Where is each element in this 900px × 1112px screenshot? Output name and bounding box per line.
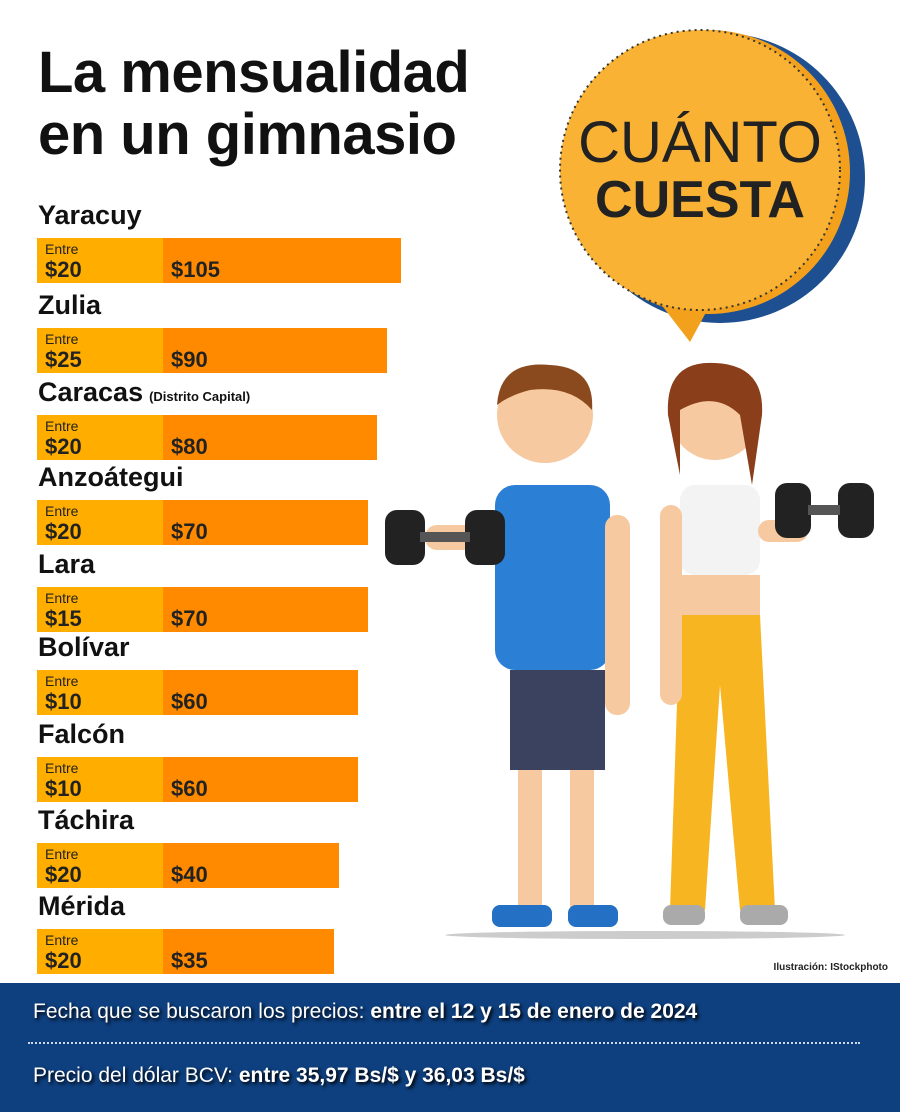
max-price: $80 [171, 434, 208, 459]
min-segment [37, 929, 163, 974]
max-price: $35 [171, 948, 208, 973]
region-name: Anzoátegui [38, 462, 184, 492]
min-price: $10 [45, 689, 82, 714]
region-name: Bolívar [38, 632, 130, 662]
region-name: Mérida [38, 891, 126, 921]
min-price: $25 [45, 347, 82, 372]
rate-label: Precio del dólar BCV: [33, 1064, 233, 1087]
price-bar: Entre $20 $105 [37, 238, 402, 283]
date-line: Fecha que se buscaron los precios: entre… [33, 1000, 697, 1024]
max-price: $70 [171, 606, 208, 631]
price-bar: Entre $10 $60 [37, 757, 358, 802]
range-prefix: Entre [45, 760, 79, 776]
rate-line: Precio del dólar BCV: entre 35,97 Bs/$ y… [33, 1064, 525, 1088]
badge-line-2: CUESTA [595, 171, 805, 229]
region-name: Falcón [38, 719, 126, 749]
min-price: $20 [45, 862, 82, 887]
rate-value: entre 35,97 Bs/$ y 36,03 Bs/$ [238, 1064, 525, 1087]
region-name: Yaracuy [38, 200, 142, 230]
region-label: Bolívar [38, 632, 130, 663]
min-price: $20 [45, 948, 82, 973]
region-name: Táchira [38, 805, 135, 835]
min-segment [37, 238, 163, 283]
range-prefix: Entre [45, 590, 79, 606]
range-prefix: Entre [45, 503, 79, 519]
gym-people-illustration [385, 362, 874, 939]
region-label: Lara [38, 549, 95, 580]
region-label: Caracas (Distrito Capital) [38, 377, 250, 408]
range-prefix: Entre [45, 673, 79, 689]
range-prefix: Entre [45, 241, 79, 257]
badge-line-1: CUÁNTO [578, 110, 822, 175]
range-prefix: Entre [45, 932, 79, 948]
min-segment [37, 757, 163, 802]
min-segment [37, 500, 163, 545]
region-name: Caracas [38, 377, 144, 407]
range-prefix: Entre [45, 331, 79, 347]
price-bar: Entre $20 $80 [37, 415, 378, 460]
min-price: $10 [45, 776, 82, 801]
price-bar: Entre $10 $60 [37, 670, 358, 715]
min-segment [37, 415, 163, 460]
region-note: (Distrito Capital) [149, 389, 251, 404]
price-bar: Entre $20 $35 [37, 929, 334, 974]
max-price: $40 [171, 862, 208, 887]
max-price: $90 [171, 347, 208, 372]
page-title: La mensualidad en un gimnasio [38, 40, 470, 167]
price-bar: Entre $20 $40 [37, 843, 339, 888]
price-bar: Entre $25 $90 [37, 328, 387, 373]
price-bar: Entre $20 $70 [37, 500, 368, 545]
max-price: $60 [171, 689, 208, 714]
region-label: Zulia [38, 290, 101, 321]
min-segment [37, 843, 163, 888]
region-label: Anzoátegui [38, 462, 184, 493]
badge-cuanto-cuesta: CUÁNTO CUESTA [559, 29, 865, 342]
min-segment [37, 328, 163, 373]
max-price: $70 [171, 519, 208, 544]
range-prefix: Entre [45, 418, 79, 434]
region-label: Táchira [38, 805, 134, 836]
image-credit: Ilustración: IStockphoto [773, 962, 888, 973]
region-name: Lara [38, 549, 96, 579]
range-prefix: Entre [45, 846, 79, 862]
date-value: entre el 12 y 15 de enero de 2024 [370, 1000, 698, 1023]
title-line-1: La mensualidad [38, 40, 470, 105]
price-bar: Entre $15 $70 [37, 587, 368, 632]
max-price: $60 [171, 776, 208, 801]
region-name: Zulia [38, 290, 102, 320]
max-price: $105 [171, 257, 220, 282]
region-label: Falcón [38, 719, 125, 750]
min-price: $20 [45, 257, 82, 282]
region-label: Mérida [38, 891, 125, 922]
min-price: $20 [45, 434, 82, 459]
region-label: Yaracuy [38, 200, 142, 231]
min-segment [37, 587, 163, 632]
date-label: Fecha que se buscaron los precios: [33, 1000, 365, 1023]
title-line-2: en un gimnasio [38, 102, 457, 167]
footer-info: Fecha que se buscaron los precios: entre… [0, 983, 900, 1112]
min-price: $15 [45, 606, 82, 631]
min-price: $20 [45, 519, 82, 544]
divider [28, 1042, 860, 1044]
min-segment [37, 670, 163, 715]
